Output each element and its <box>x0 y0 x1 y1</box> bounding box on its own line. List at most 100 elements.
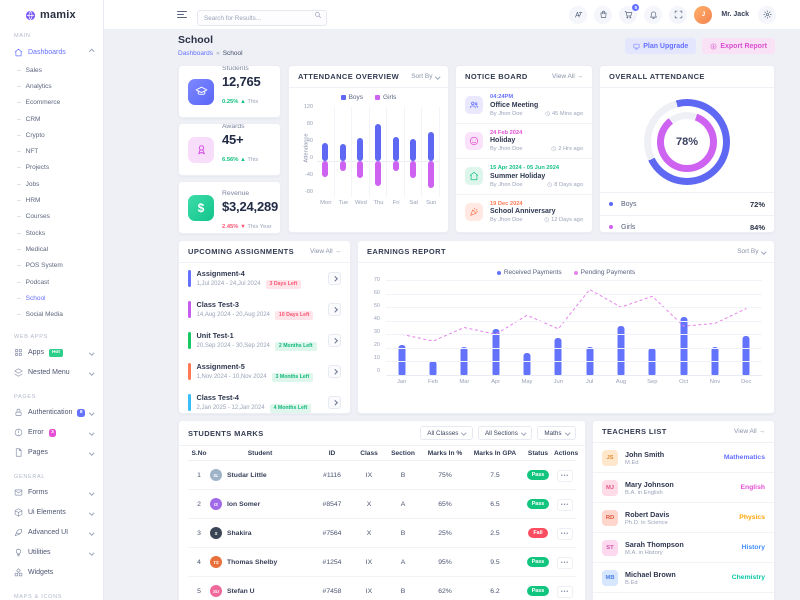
export-report-button[interactable]: Export Report <box>702 38 775 54</box>
sidebar-item-forms[interactable]: Forms <box>0 483 103 503</box>
donut-center-value: 78% <box>675 136 699 148</box>
sidebar-subitem[interactable]: Jobs <box>0 176 103 192</box>
sidebar-item-advanced-ui[interactable]: Advanced UI <box>0 523 103 543</box>
bulb-icon <box>15 549 22 557</box>
sidebar-subitem[interactable]: Podcast <box>0 274 103 290</box>
time-left-badge: 2 Months Left <box>274 341 317 351</box>
sidebar-subitem[interactable]: Ecommerce <box>0 95 103 111</box>
received-payments-bar <box>554 338 562 375</box>
sidebar-subitem[interactable]: Projects <box>0 160 103 176</box>
language-button[interactable] <box>569 5 588 24</box>
classes-filter-dropdown[interactable]: All Classes <box>420 426 473 440</box>
home-icon <box>14 48 23 56</box>
cell-student: TS Thomas Shelby <box>210 556 310 568</box>
teacher-row[interactable]: MJ Mary Johnson B.A. in English English <box>593 473 774 503</box>
avatar[interactable]: J <box>694 5 713 24</box>
fullscreen-button[interactable] <box>669 5 688 24</box>
cell-marks-pct: 75% <box>438 471 452 479</box>
sidebar-subitem[interactable]: POS System <box>0 258 103 274</box>
sidebar-subitem[interactable]: CRM <box>0 111 103 127</box>
dashboards-submenu: Sales Analytics Ecommerce CRM Crypto <box>0 62 103 323</box>
store-button[interactable] <box>594 5 613 24</box>
sidebar-item-utilities[interactable]: Utilities <box>0 543 103 563</box>
sidebar-item-apps[interactable]: Apps Hot <box>0 343 103 363</box>
sidebar-item-ui-elements[interactable]: Ui Elements <box>0 503 103 523</box>
assignment-title: Unit Test-1 <box>196 330 234 340</box>
sidebar-subitem[interactable]: Stocks <box>0 225 103 241</box>
sidebar-subitem[interactable]: Courses <box>0 209 103 225</box>
cell-class: X <box>366 500 372 508</box>
sections-filter-dropdown[interactable]: All Sections <box>477 426 533 440</box>
dash-marker <box>17 99 21 106</box>
breadcrumb-parent[interactable]: Dashboards <box>178 50 214 57</box>
teacher-row[interactable]: RD Robert Davis Ph.D. in Science Physics <box>593 503 774 533</box>
sidebar-item-widgets[interactable]: Widgets <box>0 563 103 583</box>
stat-label: Revenue <box>222 190 250 198</box>
teacher-row[interactable]: JS John Smith M.Ed Mathematics <box>593 443 774 473</box>
row-actions-button[interactable]: ••• <box>556 585 574 598</box>
notifications-button[interactable] <box>644 5 663 24</box>
upcoming-assignments-card: UPCOMING ASSIGNMENTS View All → Assignme… <box>178 240 351 414</box>
teacher-degree: M.A. in History <box>625 549 663 556</box>
assignment-open-button[interactable] <box>328 334 341 347</box>
cart-button[interactable]: 5 <box>619 3 640 24</box>
notice-item[interactable]: 19 Dec 2024 School Anniversary By Jhon D… <box>456 195 592 230</box>
teacher-row[interactable]: EW Emily Wilson Geography <box>593 593 774 600</box>
settings-button[interactable] <box>758 5 776 24</box>
sidebar-item-nested-menu[interactable]: Nested Menu <box>0 363 103 383</box>
notice-item[interactable]: 04:24PM Office Meeting By Jhon Doe 45 Min… <box>456 88 592 124</box>
menu-toggle-icon[interactable] <box>177 10 187 19</box>
sidebar-subitem[interactable]: Crypto <box>0 127 103 143</box>
sidebar-subitem[interactable]: Analytics <box>0 78 103 94</box>
sidebar-subitem[interactable]: HRM <box>0 192 103 208</box>
teacher-row[interactable]: MB Michael Brown B.Ed Chemistry <box>593 563 774 593</box>
plan-upgrade-button[interactable]: Plan Upgrade <box>625 38 697 54</box>
sort-by-dropdown[interactable]: Sort By <box>411 73 440 80</box>
sidebar-subitem[interactable]: Social Media <box>0 306 103 322</box>
row-actions-button[interactable]: ••• <box>556 527 574 540</box>
row-actions-button[interactable]: ••• <box>556 498 574 511</box>
sidebar-item-dashboards[interactable]: Dashboards <box>0 42 103 62</box>
sidebar-subitem[interactable]: Sales <box>0 62 103 78</box>
assignment-open-button[interactable] <box>328 396 341 409</box>
dash-marker <box>17 279 21 286</box>
attendance-bar-group <box>370 107 388 197</box>
user-name[interactable]: Mr. Jack <box>721 11 749 18</box>
row-actions-button[interactable]: ••• <box>556 556 574 569</box>
view-all-link[interactable]: View All → <box>552 73 583 80</box>
row-actions-button[interactable]: ••• <box>556 469 574 482</box>
assignment-open-button[interactable] <box>328 365 341 378</box>
sidebar-item-error[interactable]: Error 3 <box>0 423 103 443</box>
chevron-right-icon <box>332 369 337 374</box>
subject-filter-dropdown[interactable]: Maths <box>537 426 576 440</box>
brand-logo[interactable]: mamix <box>0 0 103 22</box>
view-all-link[interactable]: View All → <box>734 428 765 435</box>
assignment-dates: 1,Nov 2024 - 10,Nov 2024 <box>196 374 267 380</box>
notice-item[interactable]: 24 Feb 2024 Holiday By Jhon Doe 2 Hrs ago <box>456 124 592 159</box>
sidebar-item-authentication[interactable]: Authentication 8 <box>0 403 103 423</box>
notice-item[interactable]: 15 Apr 2024 - 05 Jun 2024 Summer Holiday… <box>456 159 592 195</box>
table-body: 1 SL Studar Little #1116 IX B 75% 7.5 Pa… <box>188 461 576 600</box>
sidebar-subitem[interactable]: School <box>0 290 103 306</box>
assignment-open-button[interactable] <box>328 272 341 285</box>
notice-ago: 2 Hrs ago <box>551 146 583 152</box>
legend-row: Girls 84% <box>600 215 774 232</box>
chevron-down-icon <box>760 249 766 254</box>
teacher-row[interactable]: ST Sarah Thompson M.A. in History Histor… <box>593 533 774 563</box>
cell-student: S Shakira <box>210 527 310 539</box>
view-all-link[interactable]: View All → <box>310 248 341 255</box>
cell-status: Pass <box>522 586 554 596</box>
sidebar-item-pages[interactable]: Pages <box>0 443 103 463</box>
legend-swatch <box>573 270 578 275</box>
status-badge: Pass <box>526 470 550 480</box>
girls-bar <box>410 161 417 178</box>
assignment-open-button[interactable] <box>328 303 341 316</box>
sort-by-dropdown[interactable]: Sort By <box>737 248 766 255</box>
chevron-down-icon <box>88 370 94 376</box>
sidebar-subitem[interactable]: NFT <box>0 143 103 159</box>
search-input[interactable] <box>197 10 327 26</box>
attendance-bar-group <box>387 107 405 197</box>
x-tick: Mar <box>459 379 470 385</box>
sidebar-subitem[interactable]: Medical <box>0 241 103 257</box>
cell-section: B <box>400 529 406 537</box>
